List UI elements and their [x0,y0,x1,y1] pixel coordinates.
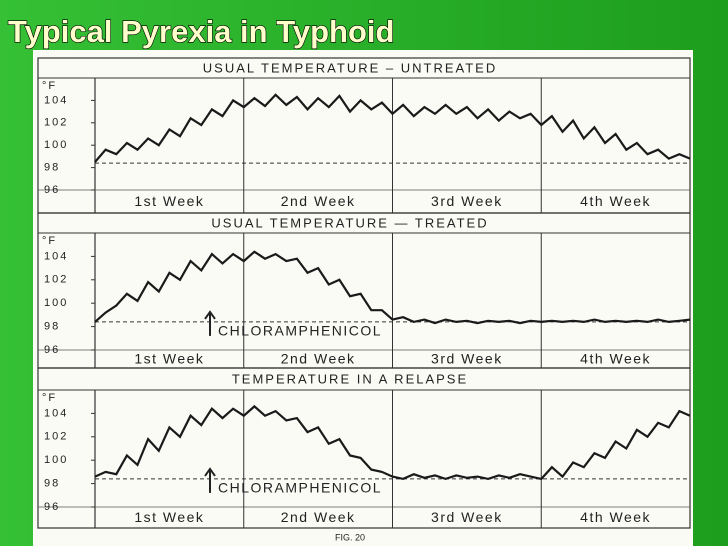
y-tick-label: 98 [44,321,60,333]
x-tick-label: 1st Week [134,193,204,209]
y-tick-label: 100 [44,454,68,466]
y-tick-label: 96 [44,501,60,513]
chart-frame [37,367,691,529]
y-tick-label: 96 [44,344,60,356]
x-tick-label: 2nd Week [281,509,356,525]
x-tick-label: 1st Week [134,351,204,367]
y-tick-label: 100 [44,139,68,151]
y-tick-label: 96 [44,184,60,196]
annotation: CHLORAMPHENICOL [218,480,382,496]
y-tick-label: 102 [44,274,68,286]
y-axis-label: °F [42,235,57,247]
chart-title: TEMPERATURE IN A RELAPSE [232,371,468,386]
y-axis-label: °F [42,80,57,92]
x-tick-label: 2nd Week [281,193,356,209]
x-tick-label: 3rd Week [431,193,503,209]
figure-caption: FIG. 20 [335,532,365,542]
chart-title: USUAL TEMPERATURE — TREATED [211,215,488,230]
x-tick-label: 4th Week [580,193,651,209]
x-tick-label: 4th Week [580,509,651,525]
temperature-line [94,93,691,163]
x-tick-label: 3rd Week [431,509,503,525]
drug-arrow [204,310,216,336]
drug-arrow [204,467,216,493]
x-tick-label: 3rd Week [431,351,503,367]
chart-title: USUAL TEMPERATURE – UNTREATED [203,60,497,75]
y-tick-label: 104 [44,407,68,419]
x-tick-label: 1st Week [134,509,204,525]
y-tick-label: 100 [44,297,68,309]
y-tick-label: 104 [44,94,68,106]
temperature-line [94,250,691,325]
slide-title: Typical Pyrexia in Typhoid [8,14,394,49]
x-tick-label: 4th Week [580,351,651,367]
temperature-line [94,404,691,481]
y-tick-label: 98 [44,162,60,174]
y-tick-label: 102 [44,117,68,129]
y-tick-label: 102 [44,431,68,443]
y-tick-label: 104 [44,250,68,262]
y-tick-label: 98 [44,478,60,490]
y-axis-label: °F [42,392,57,404]
x-tick-label: 2nd Week [281,351,356,367]
annotation: CHLORAMPHENICOL [218,323,382,339]
